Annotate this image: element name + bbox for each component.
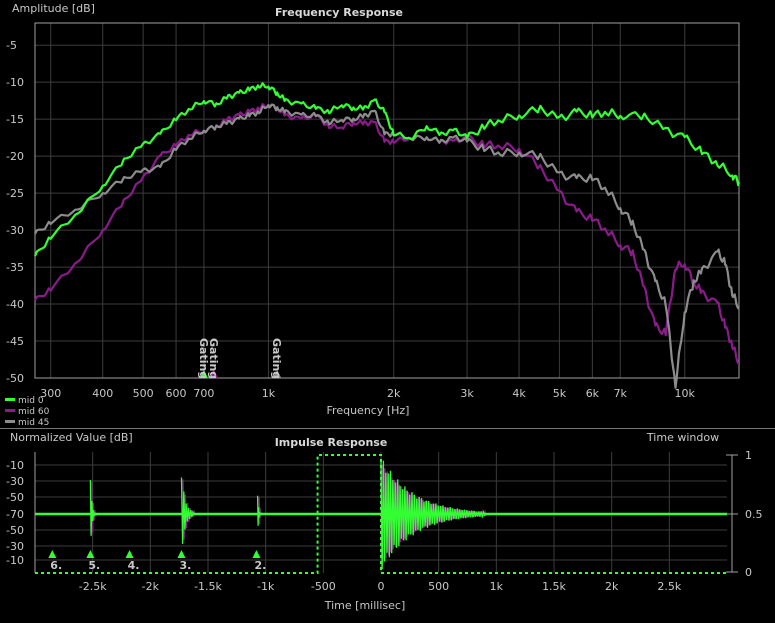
ir-x-tick-label: -1k (257, 580, 275, 593)
ir-y-tick-label: -70 (6, 508, 24, 521)
gating-marker-triangle (199, 370, 208, 378)
fr-x-tick-label: 7k (614, 387, 628, 400)
time-window-outline (35, 454, 727, 574)
ir-x-tick-label: -1.5k (194, 580, 222, 593)
fr-x-tick-label: 10k (675, 387, 696, 400)
fr-y-axis-label: Amplitude [dB] (12, 2, 95, 15)
ir-marker-label: 6. (50, 559, 62, 572)
gating-marker-label: Gating (197, 338, 210, 379)
ir-y-tick-label: -50 (6, 524, 24, 537)
fr-x-tick-label: 3k (460, 387, 474, 400)
fr-x-tick-labels: 300 400 500 600 700 1k 2k 3k 4k 5k 6k 7k 10k (40, 387, 695, 400)
legend-entry-label: mid 60 (18, 407, 50, 417)
ir-x-tick-label: -2k (142, 580, 160, 593)
legend-entry-label: mid 0 (18, 396, 44, 406)
fr-y-tick-label: -20 (6, 150, 24, 163)
fr-y-tick-label: -15 (6, 113, 24, 126)
ir-marker-label: 5. (88, 559, 100, 572)
gating-marker-label: Gating (270, 338, 283, 379)
ir-x-tick-label: -2.5k (79, 580, 107, 593)
ir-right-tick-label: 0.5 (745, 508, 763, 521)
ir-marker-label: 3. (179, 559, 191, 572)
legend-swatch (5, 398, 15, 401)
ir-burst-purple (258, 496, 263, 525)
ir-right-axis: 10.50 (726, 449, 763, 579)
ir-marker-triangle (252, 550, 261, 558)
fr-y-tick-label: -35 (6, 261, 24, 274)
fr-x-tick-label: 5k (553, 387, 567, 400)
ir-markers: 6. 5. 4. 3. 2. (48, 550, 266, 572)
ir-marker-triangle (86, 550, 95, 558)
fr-x-tick-label: 4k (512, 387, 526, 400)
ir-marker-triangle (177, 550, 186, 558)
gating-marker-label: Gating (207, 338, 220, 379)
fr-x-tick-label: 600 (166, 387, 187, 400)
ir-x-tick-label: 1.5k (542, 580, 566, 593)
fr-y-tick-labels: -5 -10 -15 -20 -25 -30 -35 -40 -45 -50 (6, 39, 24, 385)
fr-panel (0, 0, 775, 428)
fr-x-tick-label: 500 (133, 387, 154, 400)
fr-x-tick-label: 700 (193, 387, 214, 400)
fr-chart-title: Frequency Response (275, 6, 403, 19)
fr-y-tick-label: -30 (6, 224, 24, 237)
fr-x-tick-label: 400 (92, 387, 113, 400)
ir-x-tick-label: 0 (378, 580, 385, 593)
fr-y-tick-label: -5 (6, 39, 17, 52)
ir-y-tick-label: -10 (6, 554, 24, 567)
fr-y-tick-label: -40 (6, 298, 24, 311)
gating-marker-triangle (273, 370, 282, 378)
ir-x-tick-label: 2k (605, 580, 619, 593)
ir-marker-triangle (125, 550, 134, 558)
fr-x-tick-label: 6k (586, 387, 600, 400)
ir-y-tick-label: -10 (6, 459, 24, 472)
ir-marker-triangle (48, 550, 57, 558)
ir-marker-label: 2. (254, 559, 266, 572)
ir-burst-green (89, 480, 96, 536)
ir-time-window (35, 454, 727, 574)
ir-x-tick-label: 500 (428, 580, 449, 593)
ir-y-axis-label: Normalized Value [dB] (10, 431, 133, 444)
ir-y-tick-label: -50 (6, 491, 24, 504)
ir-right-tick-label: 0 (745, 566, 752, 579)
ir-y-tick-labels: -10-30-50-70-50-30-10 (6, 459, 24, 567)
fr-x-tick-label: 1k (262, 387, 276, 400)
fr-series-line (33, 82, 741, 257)
fr-y-tick-label: -45 (6, 335, 24, 348)
fr-plot-frame (34, 22, 740, 379)
ir-x-tick-label: 1k (490, 580, 504, 593)
ir-x-axis-label: Time [millisec] (324, 599, 406, 612)
ir-burst-purple (91, 481, 98, 533)
ir-right-tick-label: 1 (745, 449, 752, 462)
ir-y-tick-label: -30 (6, 475, 24, 488)
ir-time-window-label: Time window (646, 431, 719, 444)
ir-x-tick-labels: -2.5k -2k -1.5k -1k -500 0 500 1k 1.5k 2k 2.5k (79, 580, 682, 593)
ir-marker-label: 4. (128, 559, 140, 572)
fr-series-group (33, 82, 741, 389)
fr-x-tick-label: 300 (40, 387, 61, 400)
gating-marker-triangle (209, 370, 218, 378)
fr-x-axis-label: Frequency [Hz] (327, 404, 410, 417)
legend-entry-label: mid 45 (18, 418, 49, 428)
legend-swatch (5, 420, 15, 423)
fr-y-tick-label: -10 (6, 76, 24, 89)
ir-chart-title: Impulse Response (275, 436, 388, 449)
fr-y-tick-label: -25 (6, 187, 24, 200)
fr-y-tick-label: -50 (6, 372, 24, 385)
fr-x-tick-label: 2k (387, 387, 401, 400)
legend-swatch (5, 409, 15, 412)
fr-series-line (34, 103, 740, 365)
ir-y-tick-label: -30 (6, 540, 24, 553)
ir-x-tick-label: 2.5k (657, 580, 681, 593)
ir-x-tick-label: -500 (311, 580, 336, 593)
